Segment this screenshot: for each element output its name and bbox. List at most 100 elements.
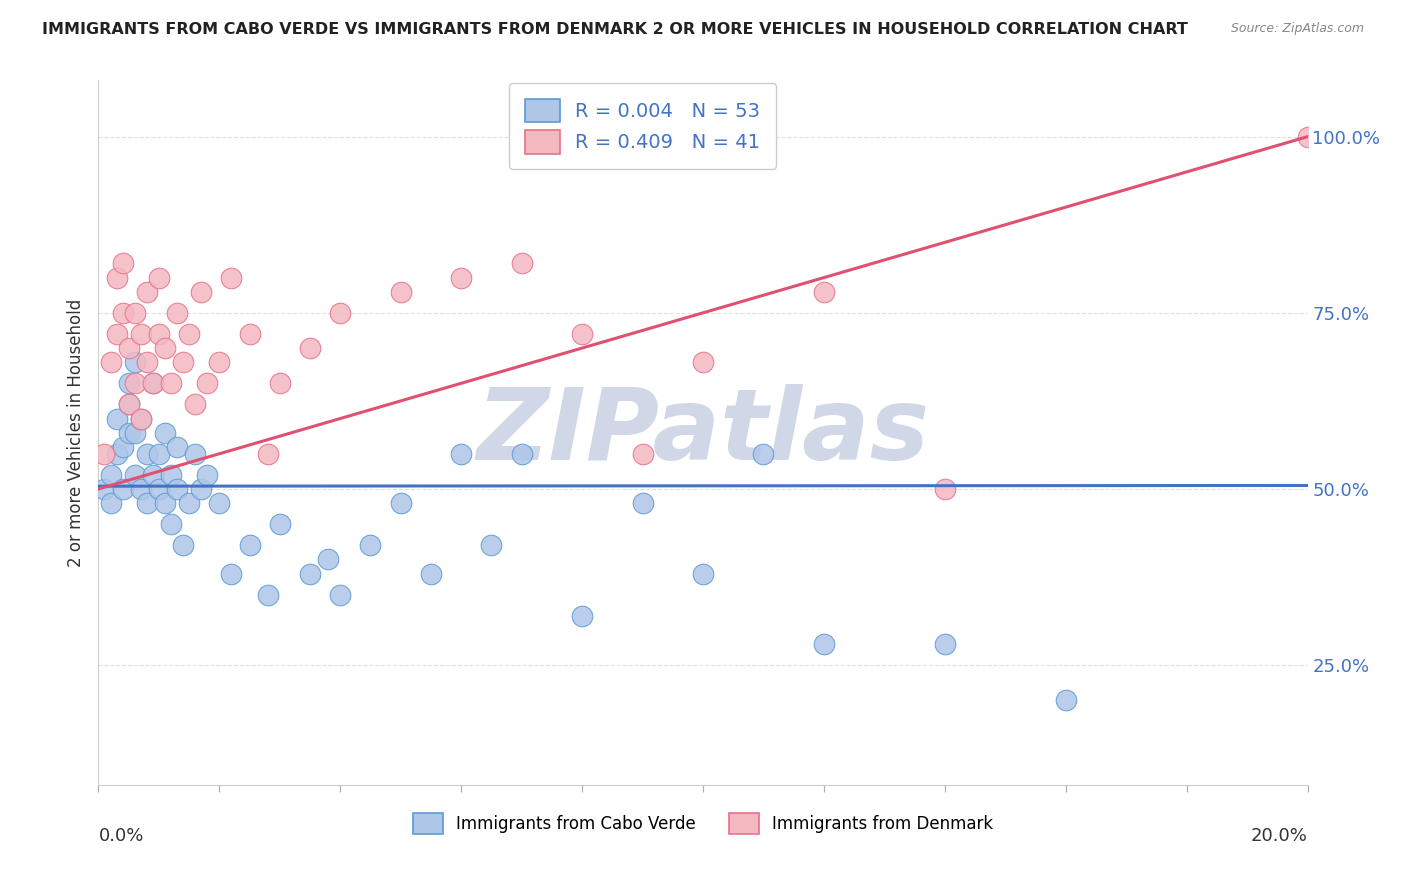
Point [269,376,291,391]
Point [153,496,176,510]
Point [129,411,152,425]
Point [450,447,472,461]
Point [299,566,322,581]
Point [129,326,152,341]
Point [1296,129,1319,144]
Point [129,482,152,496]
Point [934,637,956,651]
Point [135,496,157,510]
Point [239,326,262,341]
Point [571,608,593,623]
Point [124,376,146,391]
Point [329,588,352,602]
Point [142,376,165,391]
Point [142,376,165,391]
Text: ZIPatlas: ZIPatlas [477,384,929,481]
Point [105,447,128,461]
Point [100,355,122,369]
Point [118,397,141,411]
Point [692,355,714,369]
Text: Source: ZipAtlas.com: Source: ZipAtlas.com [1230,22,1364,36]
Point [329,306,352,320]
Point [179,326,201,341]
Point [153,425,176,440]
Point [420,566,443,581]
Point [195,376,218,391]
Point [179,496,201,510]
Point [118,376,141,391]
Point [124,467,146,482]
Point [172,538,194,552]
Point [93,447,115,461]
Point [105,326,128,341]
Point [190,285,212,299]
Point [142,467,165,482]
Point [93,482,115,496]
Point [269,517,291,532]
Point [124,355,146,369]
Point [160,376,183,391]
Point [148,482,170,496]
Point [124,425,146,440]
Point [118,397,141,411]
Point [148,447,170,461]
Point [100,467,122,482]
Point [221,270,243,285]
Point [195,467,218,482]
Point [752,447,775,461]
Point [692,566,714,581]
Y-axis label: 2 or more Vehicles in Household: 2 or more Vehicles in Household [66,299,84,566]
Point [1054,693,1077,707]
Point [256,588,278,602]
Text: IMMIGRANTS FROM CABO VERDE VS IMMIGRANTS FROM DENMARK 2 OR MORE VEHICLES IN HOUS: IMMIGRANTS FROM CABO VERDE VS IMMIGRANTS… [42,22,1188,37]
Point [190,482,212,496]
Point [111,482,134,496]
Point [934,482,956,496]
Point [239,538,262,552]
Point [256,447,278,461]
Point [184,447,207,461]
Point [166,306,188,320]
Text: 0.0%: 0.0% [98,827,143,845]
Point [208,496,231,510]
Point [124,306,146,320]
Point [100,496,122,510]
Point [105,411,128,425]
Point [184,397,207,411]
Point [360,538,382,552]
Point [510,256,533,270]
Point [135,447,157,461]
Point [118,341,141,355]
Point [111,306,134,320]
Point [160,467,183,482]
Point [148,326,170,341]
Point [172,355,194,369]
Point [813,637,835,651]
Point [166,482,188,496]
Point [631,496,654,510]
Point [316,552,339,566]
Point [389,496,412,510]
Legend: Immigrants from Cabo Verde, Immigrants from Denmark: Immigrants from Cabo Verde, Immigrants f… [399,800,1007,847]
Point [481,538,503,552]
Point [510,447,533,461]
Point [208,355,231,369]
Point [813,285,835,299]
Point [299,341,322,355]
Point [160,517,183,532]
Point [118,425,141,440]
Point [389,285,412,299]
Point [571,326,593,341]
Point [221,566,243,581]
Point [135,285,157,299]
Point [450,270,472,285]
Point [111,256,134,270]
Point [111,440,134,454]
Point [631,447,654,461]
Point [129,411,152,425]
Point [105,270,128,285]
Point [148,270,170,285]
Point [166,440,188,454]
Point [153,341,176,355]
Point [135,355,157,369]
